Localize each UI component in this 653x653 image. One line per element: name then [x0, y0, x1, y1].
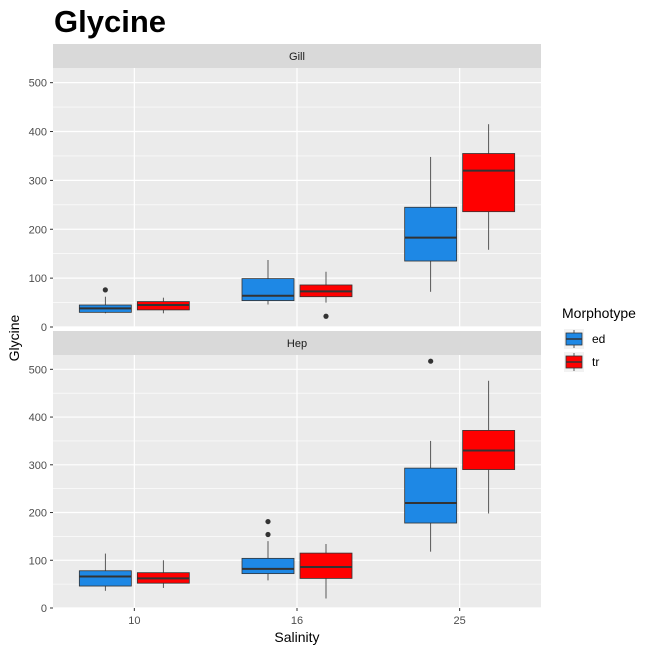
legend-key-tr — [564, 352, 584, 372]
box-iqr — [299, 552, 353, 579]
box-hep-tr-10 — [136, 560, 190, 588]
x-axis-title: Salinity — [274, 629, 319, 645]
facet-panels: Gill 0 100 200 300 400 500 Hep 0 100 200 300 400 500 — [29, 44, 541, 615]
y-tick-label: 200 — [29, 224, 47, 236]
box-gill-tr-16 — [299, 271, 353, 319]
facet-strip-label: Hep — [287, 338, 307, 350]
y-tick-label: 0 — [41, 322, 47, 334]
box-gill-tr-10 — [136, 297, 190, 314]
legend-title: Morphotype — [562, 305, 636, 321]
box-hep-tr-16 — [299, 544, 353, 599]
outlier-point — [323, 313, 329, 319]
y-tick-label: 300 — [29, 175, 47, 187]
box-iqr — [78, 570, 132, 587]
box-hep-ed-25 — [404, 358, 458, 552]
y-tick-label: 0 — [41, 603, 47, 615]
legend: Morphotype ed tr — [562, 305, 636, 372]
y-tick-label: 400 — [29, 127, 47, 139]
facet-panel-gill: Gill 0 100 200 300 400 500 — [29, 44, 541, 334]
box-hep-ed-10 — [78, 553, 132, 591]
box-hep-ed-16 — [241, 518, 295, 581]
facet-strip — [53, 331, 541, 355]
y-tick-label: 500 — [29, 78, 47, 90]
chart-title: Glycine — [54, 4, 166, 39]
box-iqr — [404, 467, 458, 524]
facet-panel-hep: Hep 0 100 200 300 400 500 — [29, 331, 541, 615]
y-tick-label: 500 — [29, 364, 47, 376]
y-tick-label: 100 — [29, 273, 47, 285]
box-gill-ed-25 — [404, 156, 458, 292]
outlier-point — [428, 358, 434, 364]
box-gill-tr-25 — [462, 124, 516, 250]
box-iqr — [241, 557, 295, 575]
facet-strip-label: Gill — [289, 51, 305, 63]
y-tick-label: 400 — [29, 412, 47, 424]
outlier-point — [265, 531, 271, 538]
x-axis: 10 16 25 — [128, 608, 466, 627]
box-iqr — [462, 153, 516, 213]
y-tick-label: 100 — [29, 555, 47, 567]
y-tick-label: 200 — [29, 508, 47, 520]
box-gill-ed-10 — [78, 287, 132, 314]
box-hep-tr-25 — [462, 380, 516, 514]
y-axis-title: Glycine — [6, 314, 22, 361]
outlier-point — [265, 518, 271, 525]
facet-strip — [53, 44, 541, 68]
box-iqr — [241, 278, 295, 302]
y-tick-label: 300 — [29, 460, 47, 472]
x-tick-label: 16 — [291, 615, 303, 627]
box-gill-ed-16 — [241, 260, 295, 305]
legend-label-ed: ed — [592, 332, 605, 346]
box-iqr — [404, 206, 458, 262]
outlier-point — [102, 287, 108, 293]
x-tick-label: 10 — [128, 615, 140, 627]
legend-key-ed — [564, 329, 584, 349]
x-tick-label: 25 — [454, 615, 466, 627]
legend-label-tr: tr — [592, 355, 599, 369]
